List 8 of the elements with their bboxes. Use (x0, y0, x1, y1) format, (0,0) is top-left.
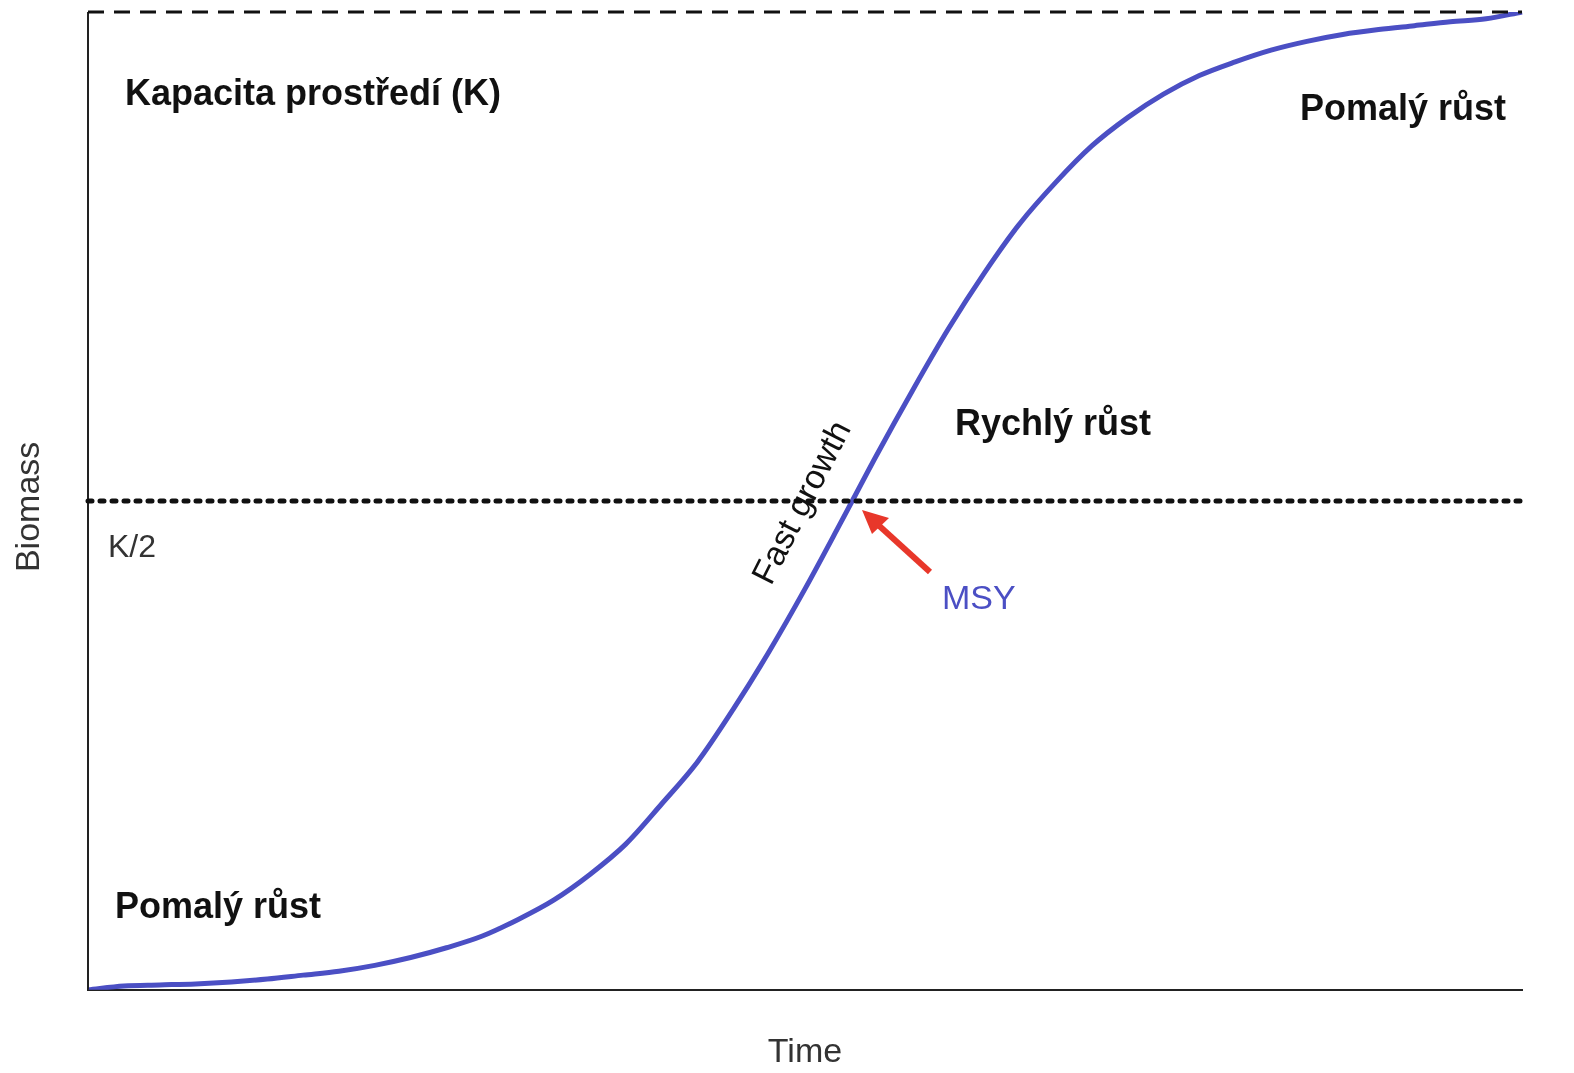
annotation: MSY (942, 578, 1016, 617)
annotation: Pomalý růst (1300, 86, 1507, 128)
x-axis-title: Time (767, 1030, 843, 1069)
y-axis-title: Biomass (8, 441, 47, 573)
annotation: Rychlý růst (955, 401, 1152, 443)
annotation: Pomalý růst (115, 884, 322, 926)
ref-line-label: Kapacita prostředí (K) (125, 71, 502, 113)
ref-line-label: K/2 (108, 527, 157, 564)
